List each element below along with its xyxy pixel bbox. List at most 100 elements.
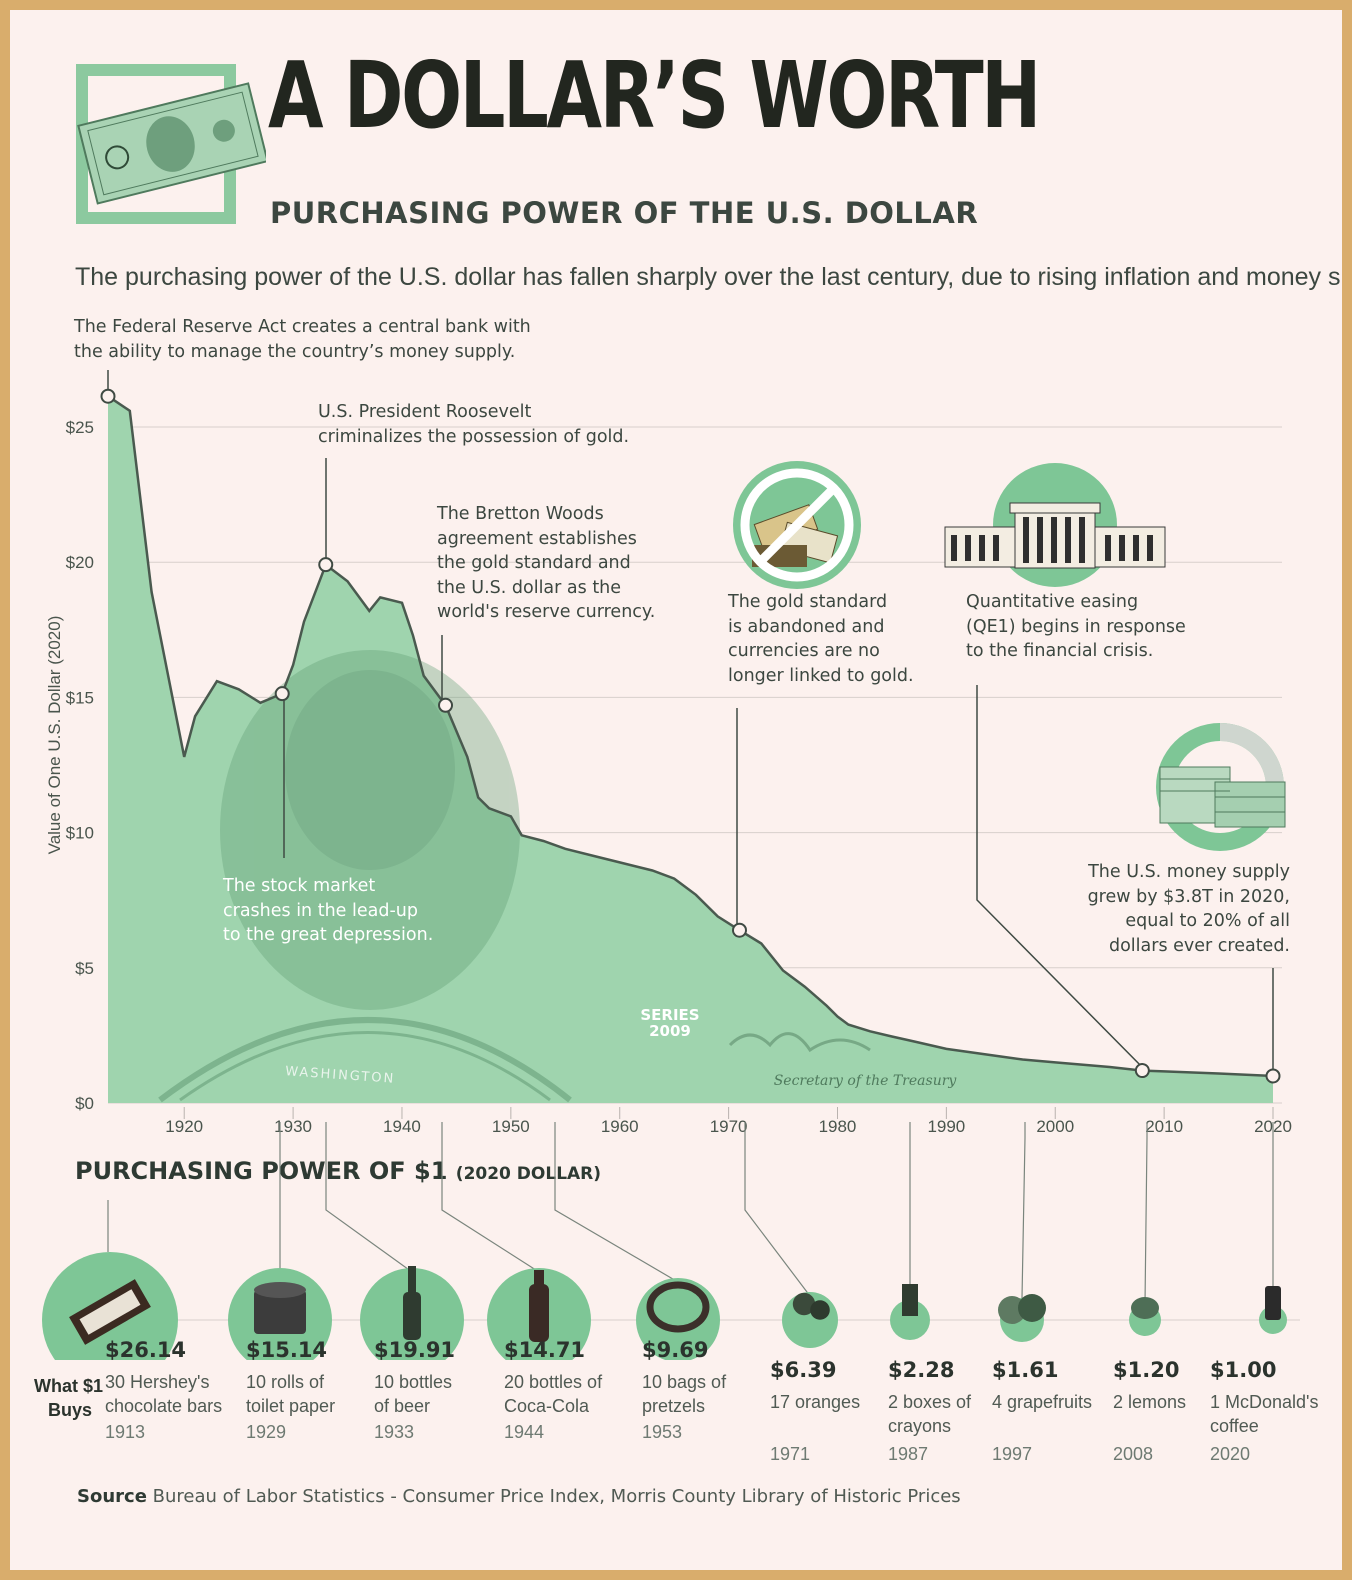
section-title: PURCHASING POWER OF $1 (2020 DOLLAR) bbox=[75, 1157, 601, 1185]
x-tick-label: 1930 bbox=[274, 1117, 312, 1136]
item-year: 2008 bbox=[1113, 1444, 1154, 1464]
x-tick-label: 1990 bbox=[927, 1117, 965, 1136]
page-subtitle: PURCHASING POWER OF THE U.S. DOLLAR bbox=[270, 196, 979, 230]
grapefruit-icon bbox=[998, 1294, 1046, 1324]
oranges-icon bbox=[792, 1292, 830, 1320]
y-tick-labels: $25 $20 $15 $10 $5 $0 bbox=[66, 418, 94, 1113]
money-stack-icon bbox=[1156, 723, 1286, 851]
item-price: $15.14 bbox=[246, 1338, 328, 1362]
y-tick-label: $10 bbox=[66, 824, 94, 843]
page-title: A DOLLAR’S WORTH bbox=[268, 42, 1041, 149]
item-price: $19.91 bbox=[374, 1338, 456, 1362]
annotation-1971: The gold standard is abandoned and curre… bbox=[728, 592, 914, 686]
dollar-bill-decoration bbox=[158, 650, 871, 1103]
y-tick-label: $25 bbox=[66, 418, 94, 437]
lemon-icon bbox=[1131, 1297, 1159, 1319]
item-year: 1971 bbox=[770, 1444, 811, 1464]
section-title-main: PURCHASING POWER OF $1 bbox=[75, 1157, 448, 1185]
row-label: What $1 Buys bbox=[34, 1376, 104, 1420]
area-fill bbox=[108, 396, 1273, 1103]
x-tick-label: 1920 bbox=[165, 1117, 203, 1136]
intro-text: The purchasing power of the U.S. dollar … bbox=[75, 263, 1342, 291]
y-tick-label: $15 bbox=[66, 688, 94, 707]
item-description: 17 oranges bbox=[770, 1392, 861, 1412]
item-circle bbox=[636, 1278, 720, 1360]
item-price: $26.14 bbox=[105, 1338, 187, 1362]
purchasing-power-chart: SERIES 2009 WASHINGTON Secretary of the T… bbox=[45, 370, 1292, 1136]
item-description: 20 bottles of Coca-Cola bbox=[504, 1372, 603, 1416]
annotation-marker bbox=[731, 922, 747, 938]
bill-treasury-label: Secretary of the Treasury bbox=[774, 1073, 958, 1089]
item-description: 4 grapefruits bbox=[992, 1392, 1093, 1412]
source-label: Source bbox=[77, 1486, 147, 1507]
annotation-1933: U.S. President Roosevelt criminalizes th… bbox=[318, 402, 630, 447]
item-connector bbox=[744, 1122, 811, 1297]
annotation-1913: The Federal Reserve Act creates a centra… bbox=[74, 317, 531, 362]
item-year: 2020 bbox=[1210, 1444, 1251, 1464]
item-price: $1.61 bbox=[992, 1358, 1059, 1382]
annotation-1944: The Bretton Woods agreement establishes … bbox=[437, 504, 656, 622]
item-connector bbox=[554, 1122, 679, 1283]
item-description: 10 rolls of toilet paper bbox=[246, 1372, 336, 1416]
x-tick-label: 1950 bbox=[492, 1117, 530, 1136]
item-description: 2 lemons bbox=[1113, 1392, 1187, 1412]
no-gold-icon bbox=[733, 461, 861, 589]
item-price: $6.39 bbox=[770, 1358, 837, 1382]
item-connector bbox=[325, 1122, 413, 1273]
item-connector bbox=[1021, 1122, 1026, 1299]
item-price: $1.00 bbox=[1210, 1358, 1277, 1382]
infographic-panel: A DOLLAR’S WORTH PURCHASING POWER OF THE… bbox=[10, 10, 1342, 1570]
federal-reserve-icon bbox=[944, 463, 1166, 587]
x-tick-label: 1980 bbox=[819, 1117, 857, 1136]
annotation-leader bbox=[976, 685, 1148, 1073]
pretzel-icon bbox=[646, 1281, 710, 1333]
item-price: $9.69 bbox=[642, 1338, 709, 1362]
item-year: 1987 bbox=[888, 1444, 929, 1464]
annotation-marker bbox=[1265, 1068, 1281, 1084]
item-circle bbox=[890, 1300, 930, 1340]
annotation-marker bbox=[100, 388, 116, 404]
source-text: Bureau of Labor Statistics - Consumer Pr… bbox=[152, 1486, 961, 1507]
annotation-marker bbox=[274, 686, 290, 702]
coffee-cup-icon bbox=[1265, 1286, 1281, 1320]
item-price: $1.20 bbox=[1113, 1358, 1180, 1382]
toilet-paper-icon bbox=[254, 1282, 306, 1334]
annotation-1929: The stock market crashes in the lead-up … bbox=[223, 876, 434, 945]
coca-cola-bottle-icon bbox=[529, 1270, 549, 1342]
x-tick-label: 2000 bbox=[1036, 1117, 1074, 1136]
series-line bbox=[107, 395, 1274, 1078]
annotation-marker bbox=[438, 697, 454, 713]
annotation-marker bbox=[1134, 1063, 1150, 1079]
item-year: 1997 bbox=[992, 1444, 1033, 1464]
crayons-icon bbox=[902, 1284, 918, 1316]
y-tick-label: $20 bbox=[66, 553, 94, 572]
y-tick-label: $0 bbox=[75, 1094, 94, 1113]
y-tick-label: $5 bbox=[75, 959, 94, 978]
item-year: 1944 bbox=[504, 1422, 545, 1442]
item-price: $2.28 bbox=[888, 1358, 955, 1382]
item-year: 1929 bbox=[246, 1422, 287, 1442]
item-description: 30 Hershey's chocolate bars bbox=[105, 1372, 223, 1416]
section-title-note: (2020 DOLLAR) bbox=[455, 1164, 602, 1184]
dollar-bill-icon bbox=[76, 64, 266, 224]
x-tick-label: 1940 bbox=[383, 1117, 421, 1136]
annotation-2008: Quantitative easing (QE1) begins in resp… bbox=[966, 592, 1186, 661]
x-tick-labels: 1920 1930 1940 1950 1960 1970 1980 1990 2000 2010… bbox=[165, 1107, 1292, 1136]
hersheys-bar-icon bbox=[69, 1279, 151, 1345]
y-axis-label: Value of One U.S. Dollar (2020) bbox=[45, 616, 64, 855]
item-year: 1953 bbox=[642, 1422, 683, 1442]
item-year: 1933 bbox=[374, 1422, 415, 1442]
x-tick-label: 1960 bbox=[601, 1117, 639, 1136]
item-connector bbox=[441, 1122, 540, 1273]
item-description: 2 boxes of crayons bbox=[888, 1392, 972, 1436]
x-tick-label: 2010 bbox=[1145, 1117, 1183, 1136]
item-price: $14.71 bbox=[504, 1338, 586, 1362]
source-line: Source Bureau of Labor Statistics - Cons… bbox=[77, 1486, 961, 1507]
x-tick-label: 1970 bbox=[710, 1117, 748, 1136]
item-year: 1913 bbox=[105, 1422, 146, 1442]
item-description: 10 bottles of beer bbox=[374, 1372, 453, 1416]
annotation-leaders bbox=[107, 370, 1274, 1074]
bill-series-line1: SERIES bbox=[640, 1006, 699, 1024]
bill-series-label: SERIES 2009 bbox=[640, 1006, 699, 1040]
purchasing-connectors bbox=[42, 1122, 1300, 1360]
